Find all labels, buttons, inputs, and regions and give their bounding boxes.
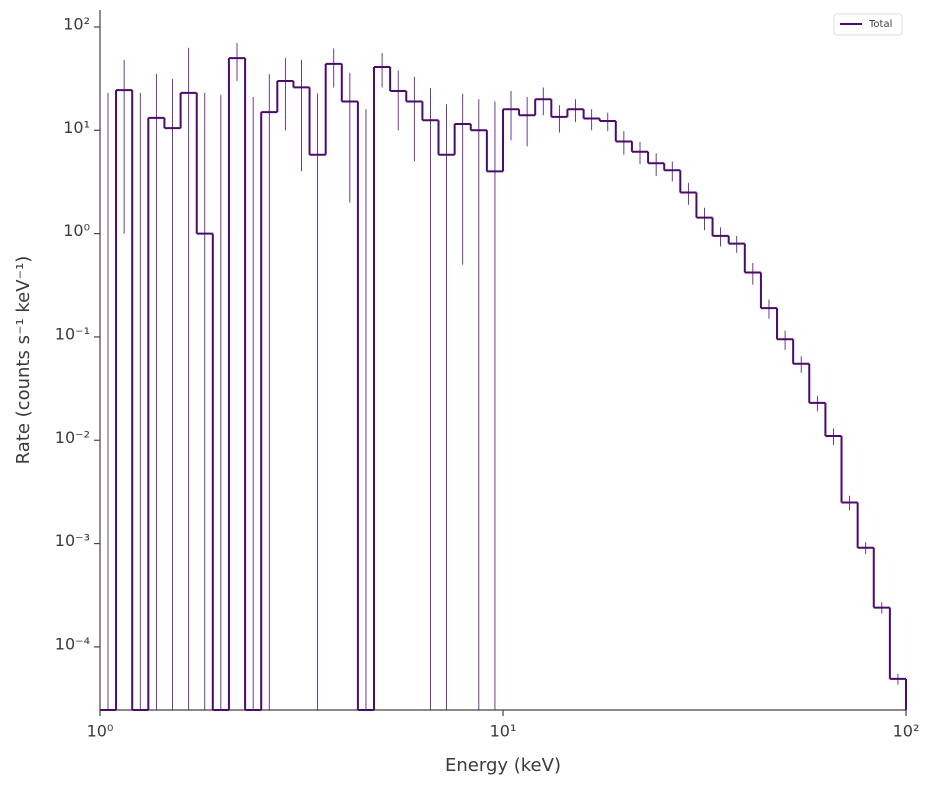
- legend-box: [833, 13, 903, 36]
- y-tick-label: 10⁻⁴: [55, 634, 90, 653]
- y-tick-label: 10²: [63, 14, 90, 33]
- y-tick-label: 10⁻²: [55, 428, 90, 447]
- y-axis-label: Rate (counts s⁻¹ keV⁻¹): [13, 256, 34, 465]
- y-tick-label: 10⁻³: [55, 531, 90, 550]
- y-tick-label: 10⁰: [63, 221, 90, 240]
- y-tick-label: 10¹: [63, 118, 90, 137]
- x-tick-label: 10¹: [490, 722, 517, 741]
- x-axis-label: Energy (keV): [445, 755, 561, 776]
- legend-label: Total: [868, 19, 892, 30]
- y-tick-label: 10⁻¹: [55, 324, 90, 343]
- x-tick-label: 10²: [893, 722, 920, 741]
- x-tick-label: 10⁰: [87, 722, 114, 741]
